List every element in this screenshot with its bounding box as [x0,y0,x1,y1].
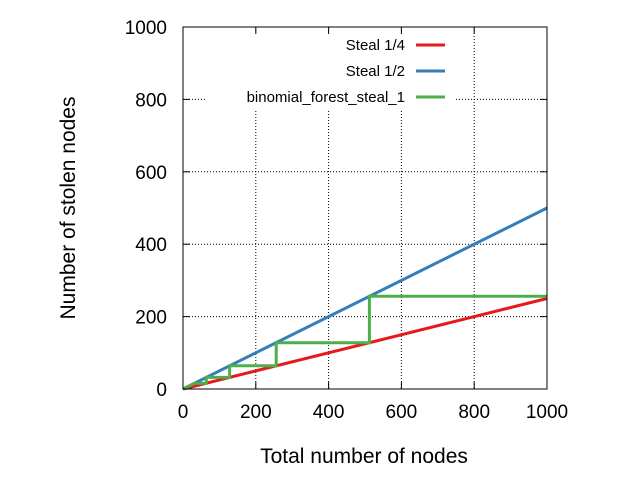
plot-frame [182,26,548,390]
x-tick-label: 1000 [526,402,568,423]
y-tick-label: 200 [135,308,167,329]
x-tick-label: 600 [386,402,418,423]
y-tick-label: 600 [135,163,167,184]
legend-label-2: Steal 1/2 [346,63,405,80]
x-axis-title: Total number of nodes [260,445,468,468]
x-tick-label: 0 [178,402,189,423]
y-axis-title: Number of stolen nodes [57,97,80,320]
legend: Steal 1/4 Steal 1/2 binomial_forest_steal_… [247,37,445,106]
y-tick-label: 1000 [125,18,167,39]
y-tick-label: 800 [135,90,167,111]
y-tick-label: 0 [156,380,167,401]
legend-label-3: binomial_forest_steal_1 [247,89,405,106]
series-lines [182,206,548,391]
x-tick-label: 400 [313,402,345,423]
legend-label-1: Steal 1/4 [346,37,405,54]
grid-lines [183,27,547,389]
x-tick-label: 800 [458,402,490,423]
series-line-2 [182,206,548,391]
axis-ticks: 0 200 400 600 800 1000 0 200 400 600 800 1000 [125,18,568,423]
y-tick-label: 400 [135,235,167,256]
series-line-3 [182,294,547,391]
x-tick-label: 200 [240,402,272,423]
legend-background [205,32,455,110]
